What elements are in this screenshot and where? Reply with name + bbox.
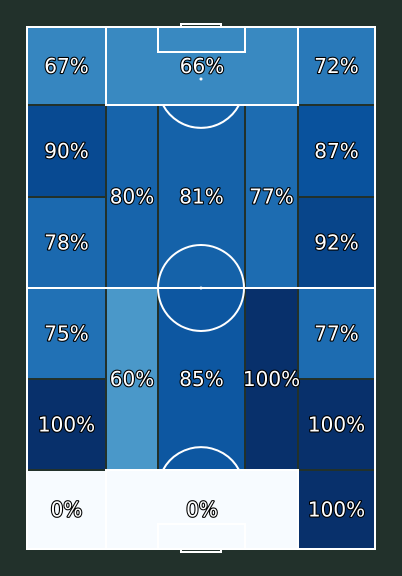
zone-label-top-right-wide: 72% <box>314 54 358 78</box>
zone-group <box>26 26 376 550</box>
zone-label-upper-right-wing-a: 87% <box>314 139 358 163</box>
zone-label-bottom-right-wide: 100% <box>308 498 365 522</box>
zone-label-bottom-box: 0% <box>186 498 218 522</box>
zone-upper-right-halfspace <box>244 104 299 289</box>
zone-label-top-box: 66% <box>180 54 224 78</box>
zone-label-upper-right-wing-b: 92% <box>314 231 358 255</box>
zone-upper-right-wing-a <box>297 104 376 198</box>
top-penalty-arc <box>162 104 240 129</box>
zone-top-left-wide <box>26 26 107 106</box>
zone-label-bottom-left-wide: 0% <box>51 498 83 522</box>
zone-top-right-wide <box>297 26 376 106</box>
zone-label-lower-right-wing-b: 100% <box>308 413 365 437</box>
zone-label-upper-left-wing-a: 90% <box>44 139 88 163</box>
zone-label-upper-center: 81% <box>179 185 223 209</box>
bottom-penalty-arc <box>162 446 240 471</box>
zone-label-lower-right-wing-a: 77% <box>314 322 358 346</box>
zone-label-upper-right-halfspace: 77% <box>249 185 293 209</box>
zone-lower-left-wing-b <box>26 378 107 471</box>
zone-lower-right-halfspace <box>244 287 299 471</box>
pitch-markings <box>26 23 376 553</box>
zone-lower-right-wing-b <box>297 378 376 471</box>
zone-label-lower-left-wing-a: 75% <box>44 322 88 346</box>
center-spot <box>199 286 203 290</box>
zone-label-lower-right-halfspace: 100% <box>243 367 300 391</box>
zone-label-lower-left-wing-b: 100% <box>38 413 95 437</box>
zone-lower-left-halfspace <box>105 287 159 471</box>
bottom-goal <box>180 548 222 553</box>
zone-label-group: 67% 66% 72% 90% 78% 80% 81% 77% 87% 92% 75% 100% 60%… <box>37 53 366 523</box>
top-penalty-spot <box>199 77 203 81</box>
zone-lower-right-wing-a <box>297 287 376 380</box>
zone-label-upper-left-halfspace: 80% <box>110 185 154 209</box>
top-goal <box>180 23 222 28</box>
zone-label-top-left-wide: 67% <box>44 54 88 78</box>
zone-label-lower-left-halfspace: 60% <box>110 367 154 391</box>
zone-bottom-left-wide <box>26 469 107 550</box>
zone-label-upper-left-wing-b: 78% <box>44 231 88 255</box>
center-circle <box>157 244 245 332</box>
zone-label-lower-center: 85% <box>179 367 223 391</box>
zone-upper-right-wing-b <box>297 196 376 289</box>
